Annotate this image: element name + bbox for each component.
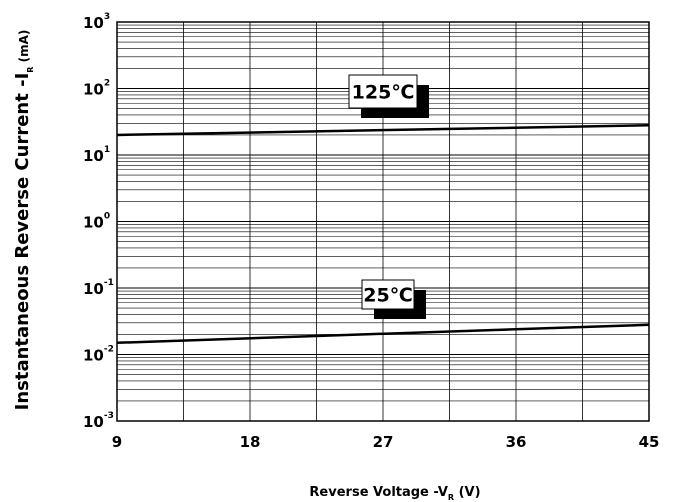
y-tick-exponent: -2 bbox=[104, 345, 114, 355]
series-tag-box bbox=[348, 74, 418, 109]
y-tick-exponent: 0 bbox=[104, 212, 110, 222]
series-line-0 bbox=[116, 124, 650, 137]
y-tick-label: 101 bbox=[83, 145, 110, 165]
y-axis-title-main: Instantaneous Reverse Current -I bbox=[12, 73, 33, 411]
y-tick-base: 10 bbox=[83, 347, 104, 365]
y-tick-exponent: 3 bbox=[104, 12, 110, 22]
series-tag-label: 25℃ bbox=[363, 285, 412, 307]
y-tick-exponent: 2 bbox=[104, 79, 110, 89]
y-tick-base: 10 bbox=[83, 81, 104, 99]
series-tag-label: 125℃ bbox=[352, 82, 415, 104]
y-tick-base: 10 bbox=[83, 14, 104, 32]
x-tick-label: 36 bbox=[506, 433, 527, 451]
series-tag-box bbox=[361, 279, 415, 310]
y-tick-label: 100 bbox=[83, 212, 110, 232]
y-tick-base: 10 bbox=[83, 413, 104, 431]
x-tick-label: 18 bbox=[240, 433, 261, 451]
x-tick-labels: 9 18 27 36 45 bbox=[112, 433, 660, 451]
y-tick-base: 10 bbox=[83, 147, 104, 165]
y-tick-base: 10 bbox=[83, 280, 104, 298]
series-line-1 bbox=[116, 323, 650, 345]
x-axis-title: Reverse Voltage -VR (V) bbox=[309, 485, 480, 502]
y-tick-label: 102 bbox=[83, 79, 110, 99]
y-tick-base: 10 bbox=[83, 214, 104, 232]
y-tick-label: 10-2 bbox=[83, 345, 114, 365]
series-group: 125℃ 25℃ bbox=[116, 74, 650, 345]
y-tick-exponent: 1 bbox=[104, 145, 110, 155]
x-tick-label: 27 bbox=[373, 433, 394, 451]
y-tick-exponent: -3 bbox=[104, 411, 114, 421]
y-axis-title-tail: (mA) bbox=[17, 30, 31, 67]
y-axis-title-sub: R bbox=[26, 67, 35, 73]
y-tick-label: 10-3 bbox=[83, 411, 114, 431]
y-tick-label: 103 bbox=[83, 12, 110, 32]
x-tick-label: 45 bbox=[639, 433, 660, 451]
x-tick-label: 9 bbox=[112, 433, 122, 451]
x-axis-title-sub: R bbox=[448, 493, 454, 502]
plot-frame bbox=[116, 21, 650, 422]
y-tick-exponent: -1 bbox=[104, 278, 114, 288]
x-axis-title-tail: (V) bbox=[454, 485, 480, 500]
series-tag-1: 25℃ bbox=[361, 279, 426, 319]
y-axis-title: Instantaneous Reverse Current -IR (mA) bbox=[12, 30, 35, 411]
series-tag-0: 125℃ bbox=[348, 74, 429, 118]
y-tick-label: 10-1 bbox=[83, 278, 114, 298]
x-axis-title-main: Reverse Voltage -V bbox=[309, 485, 448, 500]
